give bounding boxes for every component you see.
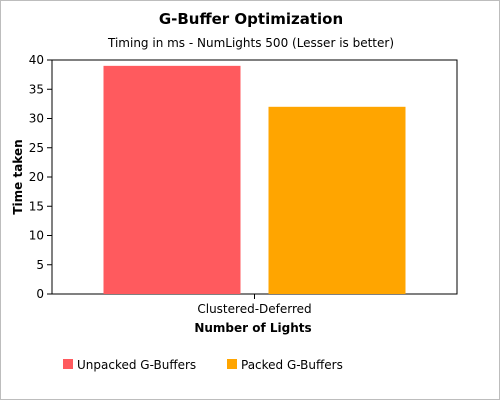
bar-unpacked-gbuffers xyxy=(103,65,241,294)
legend-label: Unpacked G-Buffers xyxy=(77,358,196,372)
legend-label: Packed G-Buffers xyxy=(241,358,343,372)
legend-swatch xyxy=(63,359,73,369)
y-tick-label: 5 xyxy=(36,258,44,272)
y-tick-label: 40 xyxy=(29,53,44,67)
bar-packed-gbuffers xyxy=(268,106,406,294)
y-tick-label: 15 xyxy=(29,199,44,213)
y-tick-label: 35 xyxy=(29,82,44,96)
plot-area: 0 5 10 15 20 25 30 35 40 Clustered-Deferred xyxy=(29,53,458,316)
y-tick-label: 30 xyxy=(29,112,44,126)
y-tick-label: 10 xyxy=(29,229,44,243)
chart-title: G-Buffer Optimization xyxy=(159,10,343,28)
x-tick-label: Clustered-Deferred xyxy=(197,302,311,316)
chart-subtitle: Timing in ms - NumLights 500 (Lesser is … xyxy=(107,36,394,50)
y-tick-label: 0 xyxy=(36,287,44,301)
legend: Unpacked G-Buffers Packed G-Buffers xyxy=(63,358,343,372)
legend-swatch xyxy=(227,359,237,369)
y-axis-title: Time taken xyxy=(11,139,25,214)
y-tick-label: 25 xyxy=(29,141,44,155)
y-tick-label: 20 xyxy=(29,170,44,184)
x-axis-title: Number of Lights xyxy=(194,321,311,335)
